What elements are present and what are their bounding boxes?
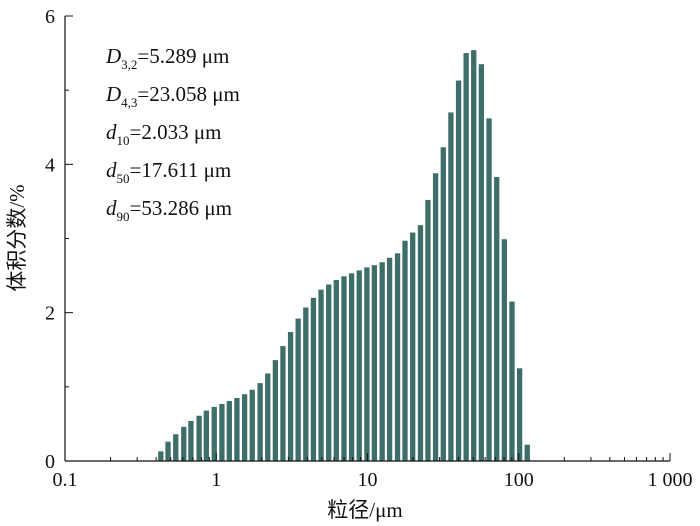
bar [440,147,446,461]
bar [326,284,332,461]
bar [348,273,355,461]
y-tick-label: 0 [45,451,55,473]
bar [333,280,339,461]
bar [318,289,324,461]
statistic-subscript: 10 [117,133,130,148]
bar [364,267,370,461]
statistic-line: D4,3=23.058 μm [105,82,240,110]
bar [417,225,424,461]
bar [486,118,492,461]
statistic-subscript: 50 [117,171,130,186]
statistic-value: =53.286 μm [130,196,232,220]
bar [501,239,507,461]
bar [287,331,294,461]
statistic-value: =2.033 μm [130,120,222,144]
x-tick-label: 10 [358,469,378,491]
y-axis-title: 体积分数/% [5,184,29,291]
statistic-symbol: D [105,82,121,106]
bar [226,400,232,461]
bar [158,451,164,461]
y-tick-label: 6 [45,6,55,28]
bar [265,373,271,461]
bar [295,318,301,461]
bar [280,346,286,461]
bar [386,257,393,461]
bar [432,173,439,462]
bar [448,112,454,462]
statistic-subscript: 90 [117,209,130,224]
statistic-symbol: d [106,158,117,182]
bar [410,232,416,461]
axis-ticks [64,15,671,462]
bar [181,426,187,461]
statistic-line: D3,2=5.289 μm [105,44,229,72]
y-tick-label: 2 [45,303,55,325]
bar [341,276,347,461]
bar-series [158,50,530,462]
x-tick-label: 100 [504,469,534,491]
bar [524,444,530,461]
bar [509,301,515,461]
bar [471,50,477,462]
statistic-value: =23.058 μm [137,82,239,106]
bar [165,441,171,461]
bar [234,397,240,461]
bar [241,394,248,461]
statistic-line: d90=53.286 μm [106,196,232,224]
bar [211,406,217,461]
statistic-line: d50=17.611 μm [106,158,231,186]
bar [249,389,255,461]
bar [516,368,523,461]
bar [196,415,202,461]
bar [478,64,485,462]
bar [219,403,225,461]
statistic-symbol: D [105,44,121,68]
bar [394,253,401,461]
y-tick-label: 4 [45,154,55,176]
bar [188,420,194,461]
statistic-symbol: d [106,120,117,144]
bar [257,383,263,462]
statistic-value: =17.611 μm [130,158,232,182]
x-tick-label: 1 000 [648,469,693,491]
x-tick-label: 0.1 [53,469,78,491]
statistic-subscript: 3,2 [121,57,137,72]
bar [455,80,462,461]
bar [310,297,317,461]
bar [494,176,500,461]
statistic-symbol: d [106,196,117,220]
bar [379,262,385,461]
bar [371,265,378,461]
x-tick-label: 1 [211,469,221,491]
bar [402,240,408,461]
tick-labels: 0.1 1 10 100 1 000 0 2 4 6 [45,6,693,491]
bar [272,360,279,461]
bar [303,307,309,461]
statistic-line: d10=2.033 μm [106,120,221,148]
x-axis-title: 粒径/μm [327,498,402,522]
bar [463,53,469,461]
bar [173,434,179,461]
bar [203,410,209,461]
statistic-subscript: 4,3 [121,95,137,110]
bar [425,199,431,461]
bar [356,270,362,461]
statistic-value: =5.289 μm [137,44,229,68]
